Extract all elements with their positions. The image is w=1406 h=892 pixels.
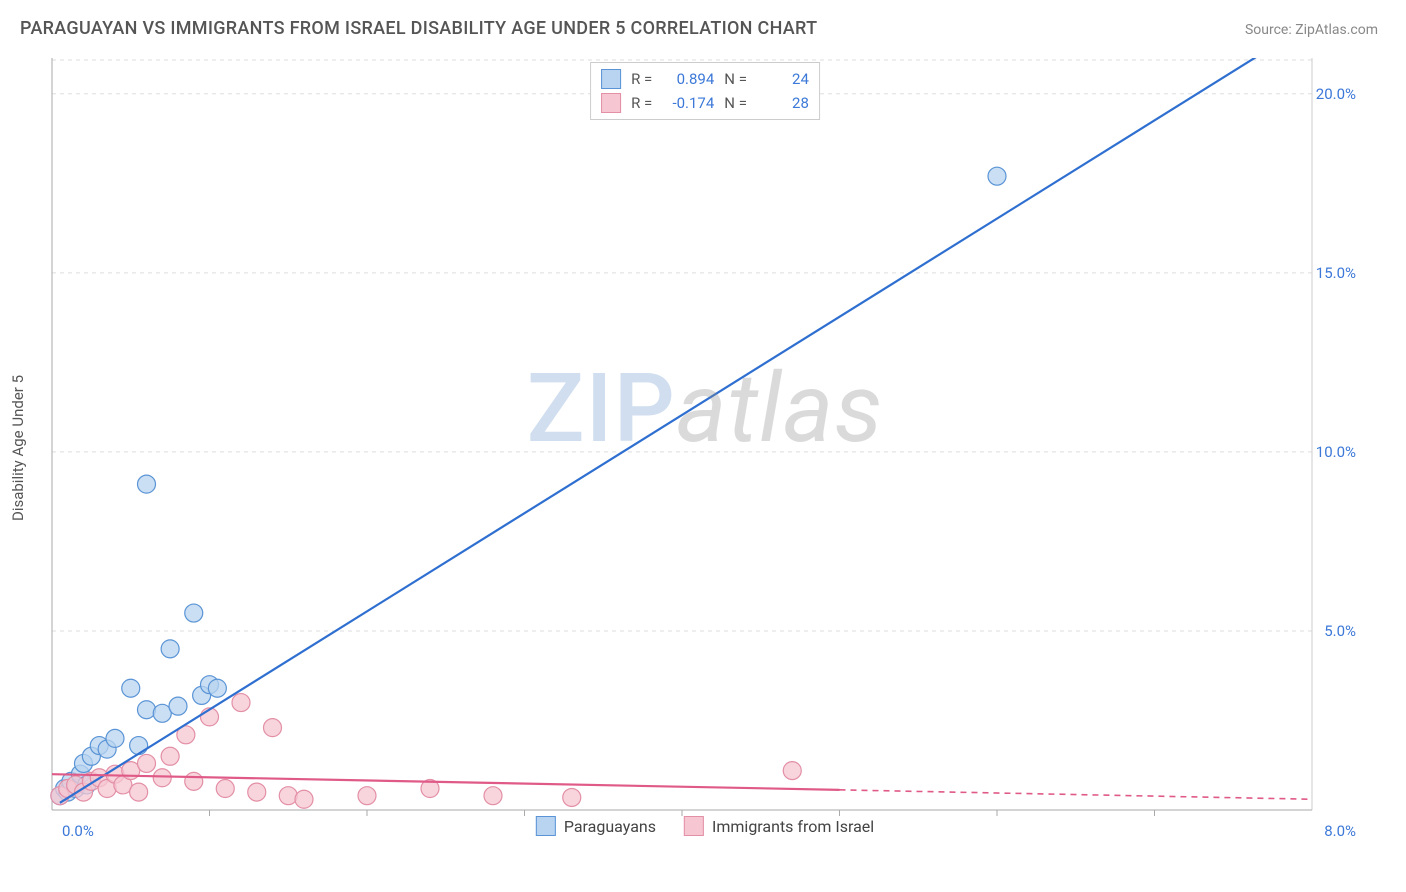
swatch-series-0	[601, 69, 621, 89]
stat-row-0: R = 0.894 N = 24	[601, 67, 809, 91]
stat-r-1: -0.174	[662, 94, 714, 112]
swatch-series-0	[536, 816, 556, 836]
legend-label-1: Immigrants from Israel	[712, 817, 874, 836]
svg-text:5.0%: 5.0%	[1324, 622, 1356, 640]
chart-area: Disability Age Under 5 5.0%10.0%15.0%20.…	[50, 58, 1360, 838]
chart-source: Source: ZipAtlas.com	[1245, 22, 1378, 38]
stat-r-label: R =	[631, 94, 652, 112]
svg-text:8.0%: 8.0%	[1324, 822, 1356, 838]
stat-n-0: 24	[757, 70, 809, 88]
stat-row-1: R = -0.174 N = 28	[601, 91, 809, 115]
svg-text:20.0%: 20.0%	[1316, 85, 1356, 103]
stat-r-0: 0.894	[662, 70, 714, 88]
stat-n-label: N =	[724, 70, 747, 88]
y-axis-label: Disability Age Under 5	[9, 375, 27, 521]
legend-item-1: Immigrants from Israel	[684, 816, 874, 836]
stat-n-label: N =	[724, 94, 747, 112]
svg-text:0.0%: 0.0%	[62, 822, 94, 838]
bottom-legend: Paraguayans Immigrants from Israel	[536, 816, 874, 836]
swatch-series-1	[684, 816, 704, 836]
swatch-series-1	[601, 93, 621, 113]
stat-legend: R = 0.894 N = 24 R = -0.174 N = 28	[590, 62, 820, 120]
svg-text:15.0%: 15.0%	[1316, 264, 1356, 282]
stat-r-label: R =	[631, 70, 652, 88]
chart-title: PARAGUAYAN VS IMMIGRANTS FROM ISRAEL DIS…	[20, 18, 817, 39]
legend-item-0: Paraguayans	[536, 816, 656, 836]
svg-text:10.0%: 10.0%	[1316, 443, 1356, 461]
legend-label-0: Paraguayans	[564, 817, 656, 836]
stat-n-1: 28	[757, 94, 809, 112]
chart-header: PARAGUAYAN VS IMMIGRANTS FROM ISRAEL DIS…	[0, 0, 1406, 47]
scatter-plot: 5.0% 10.0% 15.0% 20.0% 0.0% 8.0%	[50, 58, 1360, 838]
